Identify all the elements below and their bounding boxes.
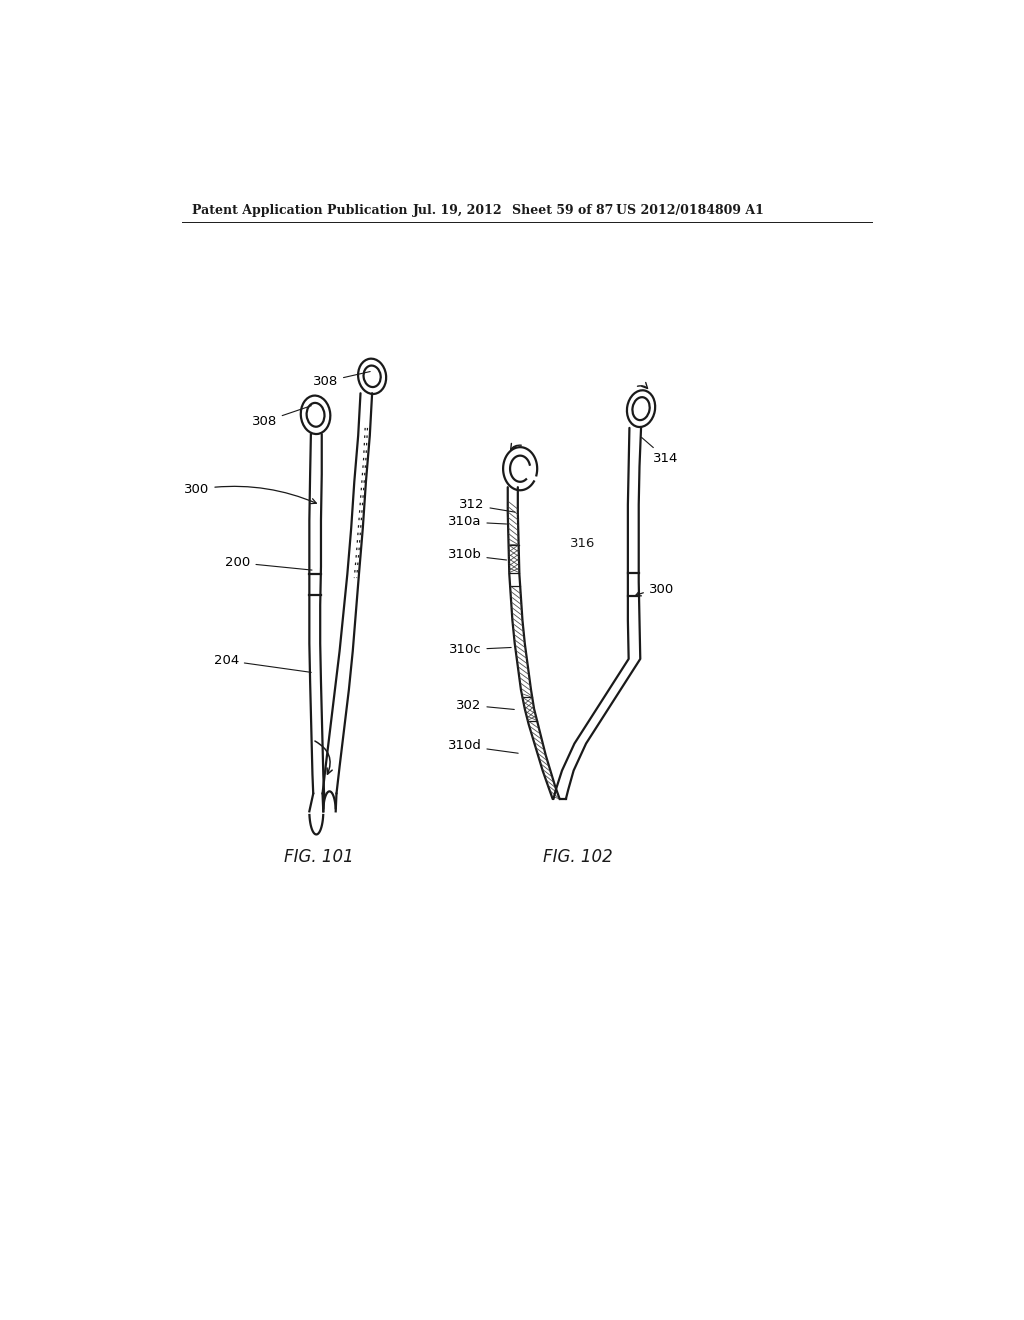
Text: 310d: 310d (447, 739, 518, 754)
Text: 204: 204 (214, 653, 311, 672)
Text: FIG. 101: FIG. 101 (284, 847, 353, 866)
Text: 308: 308 (312, 371, 371, 388)
Text: 316: 316 (569, 537, 595, 550)
Text: 308: 308 (252, 405, 311, 428)
Text: 310b: 310b (447, 548, 507, 561)
Text: 310a: 310a (447, 515, 507, 528)
Text: 314: 314 (642, 437, 679, 465)
Text: 300: 300 (636, 583, 674, 597)
Text: FIG. 102: FIG. 102 (543, 847, 612, 866)
Text: 302: 302 (456, 698, 514, 711)
Text: 300: 300 (184, 483, 316, 504)
Text: Sheet 59 of 87: Sheet 59 of 87 (512, 205, 613, 218)
Text: 310c: 310c (449, 643, 511, 656)
Text: Jul. 19, 2012: Jul. 19, 2012 (414, 205, 503, 218)
Text: Patent Application Publication: Patent Application Publication (191, 205, 408, 218)
Text: 200: 200 (225, 556, 312, 570)
Text: 312: 312 (459, 499, 515, 512)
Text: US 2012/0184809 A1: US 2012/0184809 A1 (616, 205, 764, 218)
